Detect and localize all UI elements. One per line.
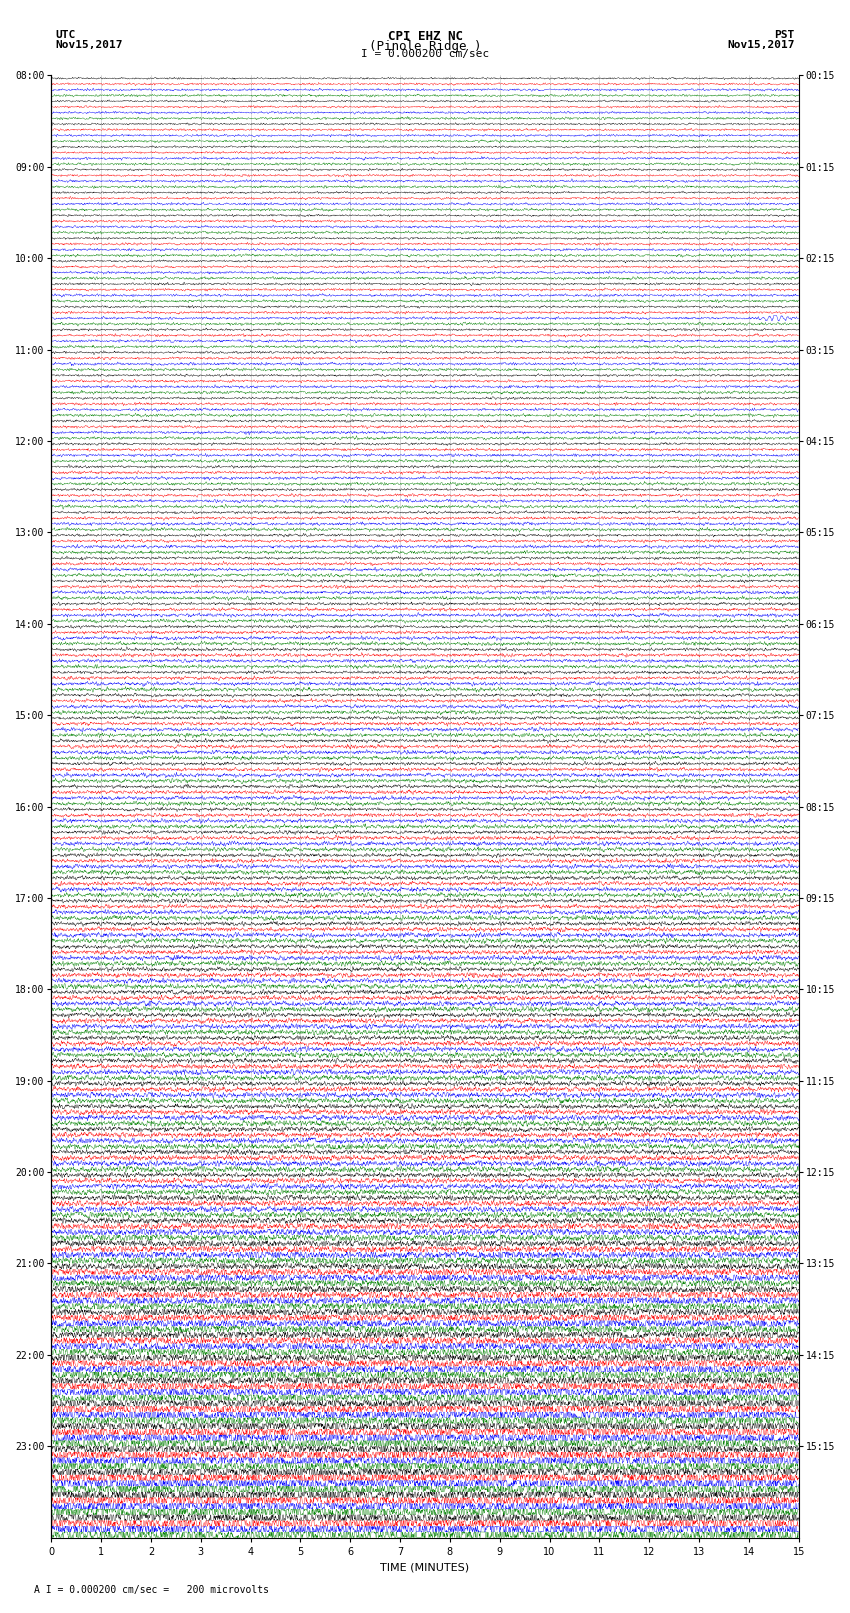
Text: A I = 0.000200 cm/sec =   200 microvolts: A I = 0.000200 cm/sec = 200 microvolts [34,1586,269,1595]
Text: Nov15,2017: Nov15,2017 [55,39,122,50]
Text: Nov15,2017: Nov15,2017 [728,39,795,50]
Text: CPI EHZ NC: CPI EHZ NC [388,31,462,44]
Text: UTC: UTC [55,31,76,40]
Text: (Pinole Ridge ): (Pinole Ridge ) [369,39,481,53]
Text: I = 0.000200 cm/sec: I = 0.000200 cm/sec [361,50,489,60]
X-axis label: TIME (MINUTES): TIME (MINUTES) [381,1563,469,1573]
Text: PST: PST [774,31,795,40]
